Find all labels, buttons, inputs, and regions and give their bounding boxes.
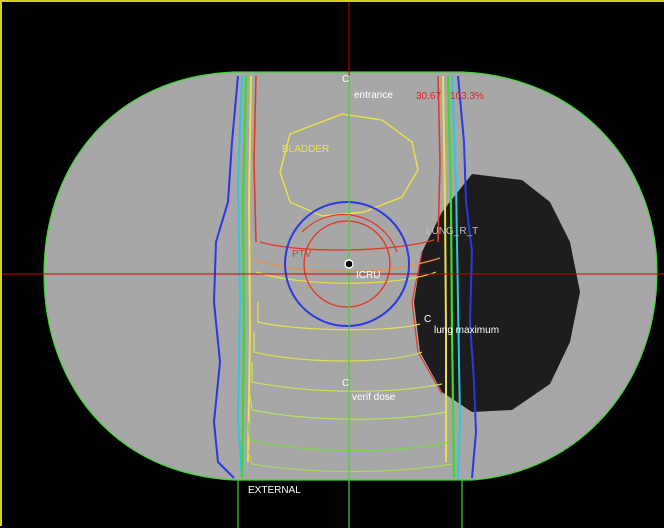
isodose-red-left xyxy=(253,75,257,243)
lung-right-region xyxy=(414,174,580,412)
isodose-lightgreen-band-1 xyxy=(251,362,443,392)
ptv-red-arc xyxy=(301,214,398,253)
icru-point-marker[interactable] xyxy=(344,259,354,269)
ptv-inner-contour xyxy=(303,220,391,308)
bladder-label: BLADDER xyxy=(282,144,329,155)
verif-label: verif dose xyxy=(352,392,396,403)
verif-marker: C xyxy=(342,378,349,389)
isodose-lightgreen-band-2 xyxy=(249,393,447,420)
entrance-label: entrance xyxy=(354,90,393,101)
bladder-contour xyxy=(279,113,419,217)
isodose-cyan-right xyxy=(451,75,462,479)
isodose-green-right xyxy=(446,75,456,479)
isodose-blue-left xyxy=(212,75,239,479)
lung-max-marker: C xyxy=(424,314,431,325)
isodose-yellow-left xyxy=(247,75,252,463)
lung-max-label: lung maximum xyxy=(434,325,499,336)
isodose-red-right xyxy=(437,75,441,243)
isodose-blue-right xyxy=(457,75,478,479)
dose-readout-percent: 103.3% xyxy=(450,91,484,102)
isodose-green-left xyxy=(240,75,248,479)
icru-label: ICRU xyxy=(356,270,380,281)
isodose-lightgreen-band-3 xyxy=(247,449,453,473)
entrance-marker: C xyxy=(342,74,349,85)
lung-structure-label: LUNG_R_T xyxy=(426,226,478,237)
isodose-orange-band xyxy=(253,257,441,273)
isodose-red-band xyxy=(259,239,435,251)
ptv-outer-contour xyxy=(284,201,410,327)
isodose-green-band xyxy=(247,421,451,452)
external-label: EXTERNAL xyxy=(248,485,301,496)
isodose-yellow-band-2 xyxy=(257,302,421,331)
isodose-yellow-right xyxy=(442,75,447,462)
dose-readout-value: 30.67 xyxy=(416,91,441,102)
ptv-label: PTV xyxy=(292,249,312,260)
isodose-yellow-band-3 xyxy=(253,332,423,362)
isodose-cyan-left xyxy=(236,75,243,479)
